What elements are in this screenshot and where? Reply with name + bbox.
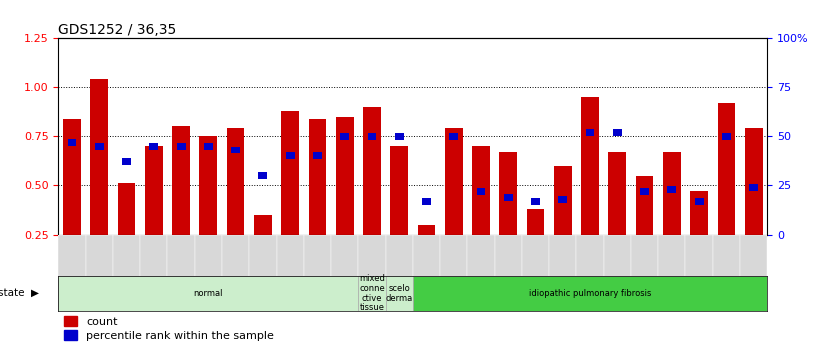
Bar [686, 235, 713, 279]
Bar [194, 235, 222, 279]
Bar [476, 188, 485, 195]
Bar [722, 133, 731, 140]
Bar [199, 136, 217, 284]
Bar [413, 235, 440, 279]
Bar [203, 143, 213, 149]
Bar [249, 235, 277, 279]
Bar [450, 133, 458, 140]
Bar [467, 235, 495, 279]
Bar [340, 133, 349, 140]
Bar [149, 143, 158, 149]
Text: disease state  ▶: disease state ▶ [0, 288, 39, 298]
Text: scelo
derma: scelo derma [385, 284, 413, 303]
Bar [58, 276, 359, 310]
Bar [609, 152, 626, 284]
Bar [522, 235, 549, 279]
Bar [118, 184, 135, 284]
Bar [359, 276, 385, 310]
Bar [495, 235, 522, 279]
Bar [504, 194, 513, 201]
Bar [359, 235, 385, 279]
Bar [636, 176, 654, 284]
Bar [691, 191, 708, 284]
Bar [140, 235, 168, 279]
Bar [145, 146, 163, 284]
Bar [63, 119, 81, 284]
Bar [90, 79, 108, 284]
Bar [581, 97, 599, 284]
Bar [231, 147, 240, 154]
Bar [531, 198, 540, 205]
Bar [631, 235, 658, 279]
Bar [168, 235, 194, 279]
Text: idiopathic pulmonary fibrosis: idiopathic pulmonary fibrosis [529, 289, 651, 298]
Bar [663, 152, 681, 284]
Bar [667, 186, 676, 193]
Bar [309, 119, 326, 284]
Bar [336, 117, 354, 284]
Bar [576, 235, 604, 279]
Bar [286, 152, 294, 159]
Bar [227, 128, 244, 284]
Bar [95, 143, 103, 149]
Bar [604, 235, 631, 279]
Bar [440, 235, 467, 279]
Bar [122, 158, 131, 165]
Bar [368, 133, 376, 140]
Bar [113, 235, 140, 279]
Bar [68, 139, 77, 146]
Bar [394, 133, 404, 140]
Bar [86, 235, 113, 279]
Bar [363, 107, 381, 284]
Bar [58, 235, 86, 279]
Bar [641, 188, 649, 195]
Bar [331, 235, 359, 279]
Bar [259, 172, 268, 179]
Bar [740, 235, 767, 279]
Bar [658, 235, 686, 279]
Text: GDS1252 / 36,35: GDS1252 / 36,35 [58, 23, 177, 37]
Text: normal: normal [193, 289, 223, 298]
Bar [749, 184, 758, 191]
Bar [277, 235, 304, 279]
Bar [304, 235, 331, 279]
Bar [554, 166, 571, 284]
Bar [418, 225, 435, 284]
Bar [526, 209, 545, 284]
Bar [500, 152, 517, 284]
Bar [472, 146, 490, 284]
Bar [222, 235, 249, 279]
Bar [254, 215, 272, 284]
Bar [390, 146, 408, 284]
Bar [177, 143, 185, 149]
Bar [695, 198, 704, 205]
Bar [385, 235, 413, 279]
Bar [585, 129, 595, 136]
Bar [445, 128, 463, 284]
Bar [717, 103, 736, 284]
Bar [172, 127, 190, 284]
Bar [745, 128, 762, 284]
Legend: count, percentile rank within the sample: count, percentile rank within the sample [64, 316, 274, 341]
Bar [413, 276, 767, 310]
Bar [313, 152, 322, 159]
Bar [713, 235, 740, 279]
Bar [613, 129, 622, 136]
Bar [549, 235, 576, 279]
Bar [385, 276, 413, 310]
Bar [281, 111, 299, 284]
Bar [558, 196, 567, 203]
Text: mixed
conne
ctive
tissue: mixed conne ctive tissue [359, 274, 384, 312]
Bar [422, 198, 431, 205]
